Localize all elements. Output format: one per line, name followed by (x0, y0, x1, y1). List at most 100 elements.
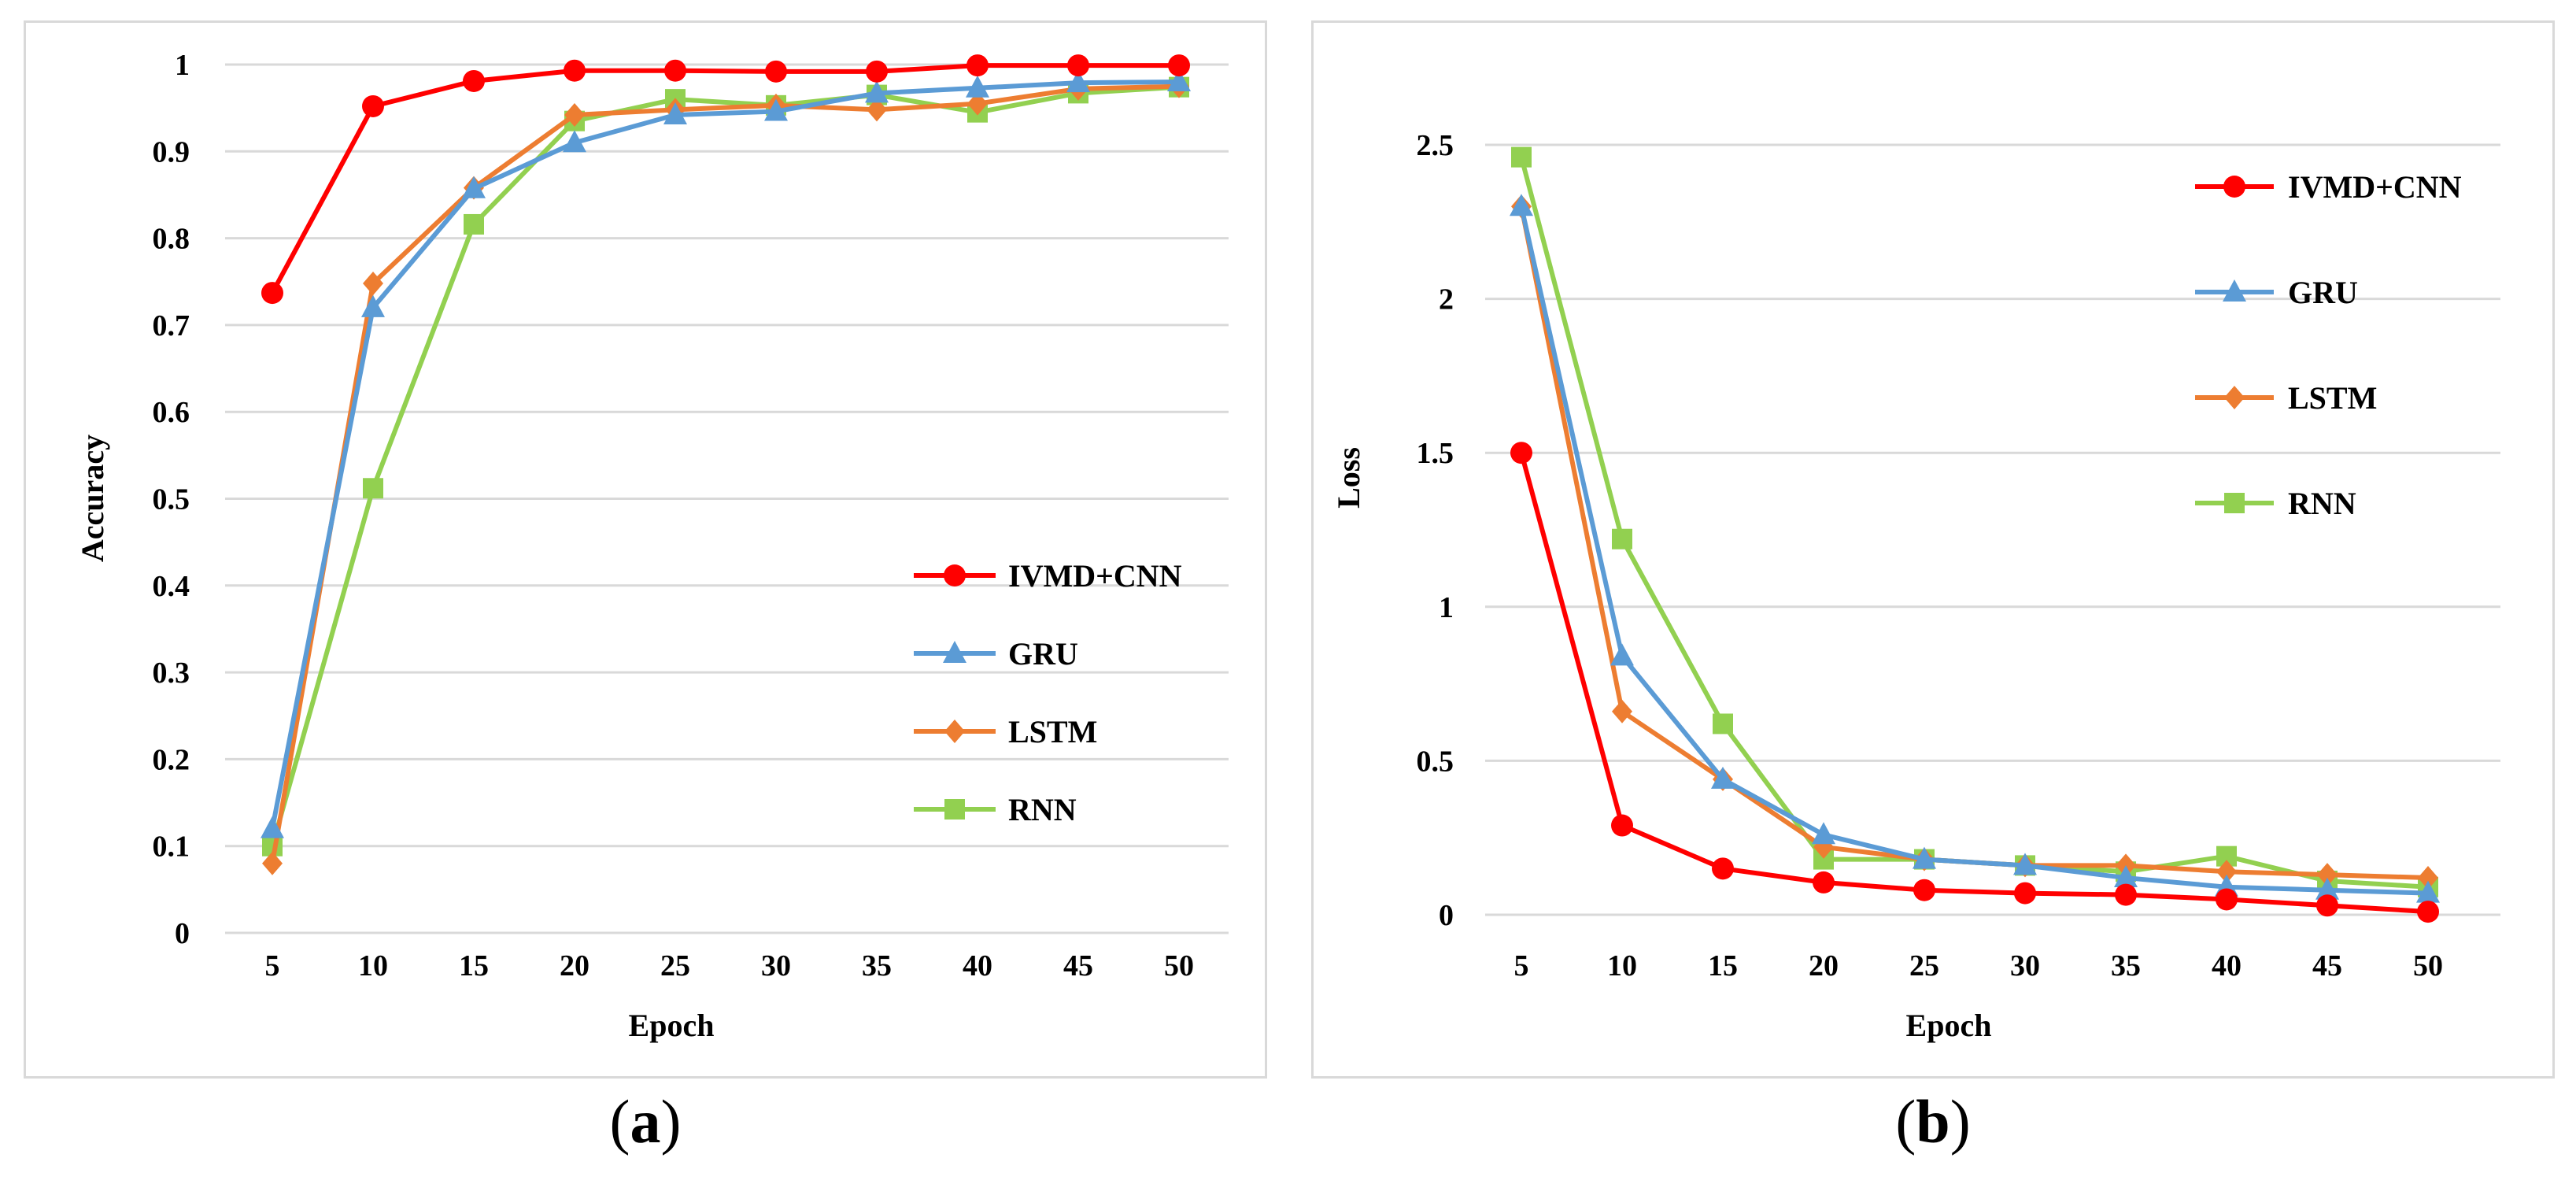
legend-label: RNN (1008, 792, 1077, 827)
x-tick-labels: 5 10 15 20 25 30 35 40 45 50 (265, 949, 1195, 982)
legend-item-gru: GRU (2195, 275, 2358, 310)
accuracy-chart: 00.10.20.30.40.50.60.70.80.915 10 15 20 25 30… (75, 49, 1229, 1043)
legend-marker-lstm (944, 720, 965, 743)
y-tick-label: 0 (175, 917, 190, 950)
series-line-rnn (1519, 156, 2429, 890)
data-point-gru (865, 80, 889, 103)
gridlines (225, 63, 1229, 934)
x-axis-title: Epoch (629, 1008, 715, 1043)
legend-marker-ivmd-cnn (944, 564, 966, 586)
x-tick-label: 30 (761, 949, 791, 982)
data-point-ivmd-cnn (866, 60, 888, 83)
legend-item-rnn: RNN (2195, 486, 2356, 521)
gridlines (1485, 143, 2500, 916)
data-point-gru (1610, 643, 1634, 666)
data-point-rnn (1612, 528, 1632, 549)
y-tick-labels: 0 0.5 1 1.5 2 2.5 (1417, 129, 1454, 932)
data-point-rnn (1713, 713, 1733, 734)
caption-b-letter: b (1916, 1087, 1950, 1156)
x-tick-label: 50 (2413, 949, 2443, 982)
x-tick-label: 25 (660, 949, 690, 982)
data-point-gru (2013, 853, 2037, 875)
legend-item-ivmd-cnn: IVMD+CNN (2195, 169, 2462, 205)
x-tick-label: 5 (265, 949, 280, 982)
data-point-ivmd-cnn (2115, 883, 2137, 906)
legend-label: LSTM (2288, 380, 2377, 416)
y-tick-label: 1.5 (1417, 437, 1454, 470)
caption-b: (b) (1895, 1087, 1971, 1156)
x-tick-label: 35 (2111, 949, 2141, 982)
y-tick-label: 1 (175, 49, 190, 82)
data-point-ivmd-cnn (1813, 871, 1835, 894)
data-point-ivmd-cnn (362, 94, 384, 117)
data-point-gru (563, 130, 586, 153)
data-point-lstm (564, 102, 585, 127)
data-point-gru (2114, 865, 2138, 888)
x-tick-label: 10 (1607, 949, 1637, 982)
x-tick-label: 10 (358, 949, 388, 982)
data-point-lstm (867, 98, 887, 122)
x-tick-label: 40 (963, 949, 992, 982)
series-line-gru (1519, 205, 2429, 896)
legend-item-lstm: LSTM (914, 714, 1097, 749)
legend: IVMD+CNN GRU LSTM RNN (2195, 169, 2462, 521)
y-tick-label: 0.5 (153, 483, 190, 516)
series-line-ivmd-cnn (1519, 452, 2429, 915)
y-tick-label: 0.7 (153, 309, 190, 342)
data-point-gru (2416, 880, 2440, 903)
x-tick-label: 45 (2312, 949, 2342, 982)
legend-label: GRU (2288, 275, 2358, 310)
series-gru (1510, 194, 2440, 903)
data-point-ivmd-cnn (1510, 442, 1532, 464)
data-point-gru (261, 816, 284, 838)
data-point-ivmd-cnn (1168, 54, 1190, 77)
x-tick-label: 5 (1514, 949, 1529, 982)
data-point-lstm (1612, 699, 1632, 723)
caption-a-letter: a (630, 1087, 661, 1156)
y-tick-label: 2 (1439, 283, 1454, 316)
series-line-lstm (270, 83, 1180, 864)
data-point-ivmd-cnn (1611, 814, 1633, 837)
series-line-rnn (270, 84, 1180, 847)
legend-marker-rnn (944, 799, 965, 820)
data-point-gru (1167, 69, 1191, 92)
x-tick-label: 35 (862, 949, 892, 982)
accuracy-chart-panel: 0 0.1 0.2 0.3 0.4 0.5 0.6 0.7 0.8 0.9 1 5 10 15 20 25 30… (24, 20, 1267, 1079)
data-point-gru (1913, 846, 1936, 869)
series-ivmd-cnn (261, 54, 1190, 305)
data-point-ivmd-cnn (2014, 882, 2036, 905)
data-point-rnn (464, 213, 484, 235)
legend-marker-ivmd-cnn (2223, 176, 2245, 198)
data-point-ivmd-cnn (1913, 879, 1935, 901)
legend-label: LSTM (1008, 714, 1097, 749)
data-point-gru (764, 98, 788, 121)
x-tick-label: 40 (2212, 949, 2242, 982)
legend-item-ivmd-cnn: IVMD+CNN (914, 558, 1182, 594)
legend-label: IVMD+CNN (2288, 169, 2462, 205)
y-tick-label: 0.4 (153, 570, 190, 603)
legend-item-rnn: RNN (914, 792, 1077, 827)
x-tick-labels: 5 10 15 20 25 30 35 40 45 50 (1514, 949, 2444, 982)
legend-marker-lstm (2224, 386, 2245, 409)
legend-label: RNN (2288, 486, 2356, 521)
data-point-ivmd-cnn (664, 59, 686, 82)
loss-chart: 0 0.5 1 1.5 2 2.5 5 10 15 20 25 30 35 40 45 50 Epoch Loss… (1331, 129, 2500, 1043)
legend-marker-rnn (2224, 493, 2245, 513)
loss-chart-panel: 0 0.5 1 1.5 2 2.5 5 10 15 20 25 30 35 40 45 50 Epoch Loss… (1311, 20, 2555, 1079)
y-tick-label: 0.6 (153, 396, 190, 429)
data-point-gru (1510, 194, 1533, 216)
x-tick-label: 15 (1708, 949, 1738, 982)
data-point-ivmd-cnn (966, 54, 989, 77)
data-point-ivmd-cnn (1067, 54, 1089, 77)
data-point-ivmd-cnn (765, 60, 787, 83)
data-point-ivmd-cnn (2216, 888, 2238, 911)
y-axis-title: Accuracy (75, 435, 110, 562)
data-point-gru (1812, 822, 1835, 845)
y-tick-label: 0.5 (1417, 745, 1454, 778)
caption-a: (a) (609, 1087, 682, 1156)
data-point-lstm (2418, 866, 2438, 890)
legend-item-lstm: LSTM (2195, 380, 2377, 416)
y-tick-label: 0.8 (153, 223, 190, 256)
y-tick-label: 0.3 (153, 657, 190, 690)
series-lstm (262, 74, 1189, 875)
